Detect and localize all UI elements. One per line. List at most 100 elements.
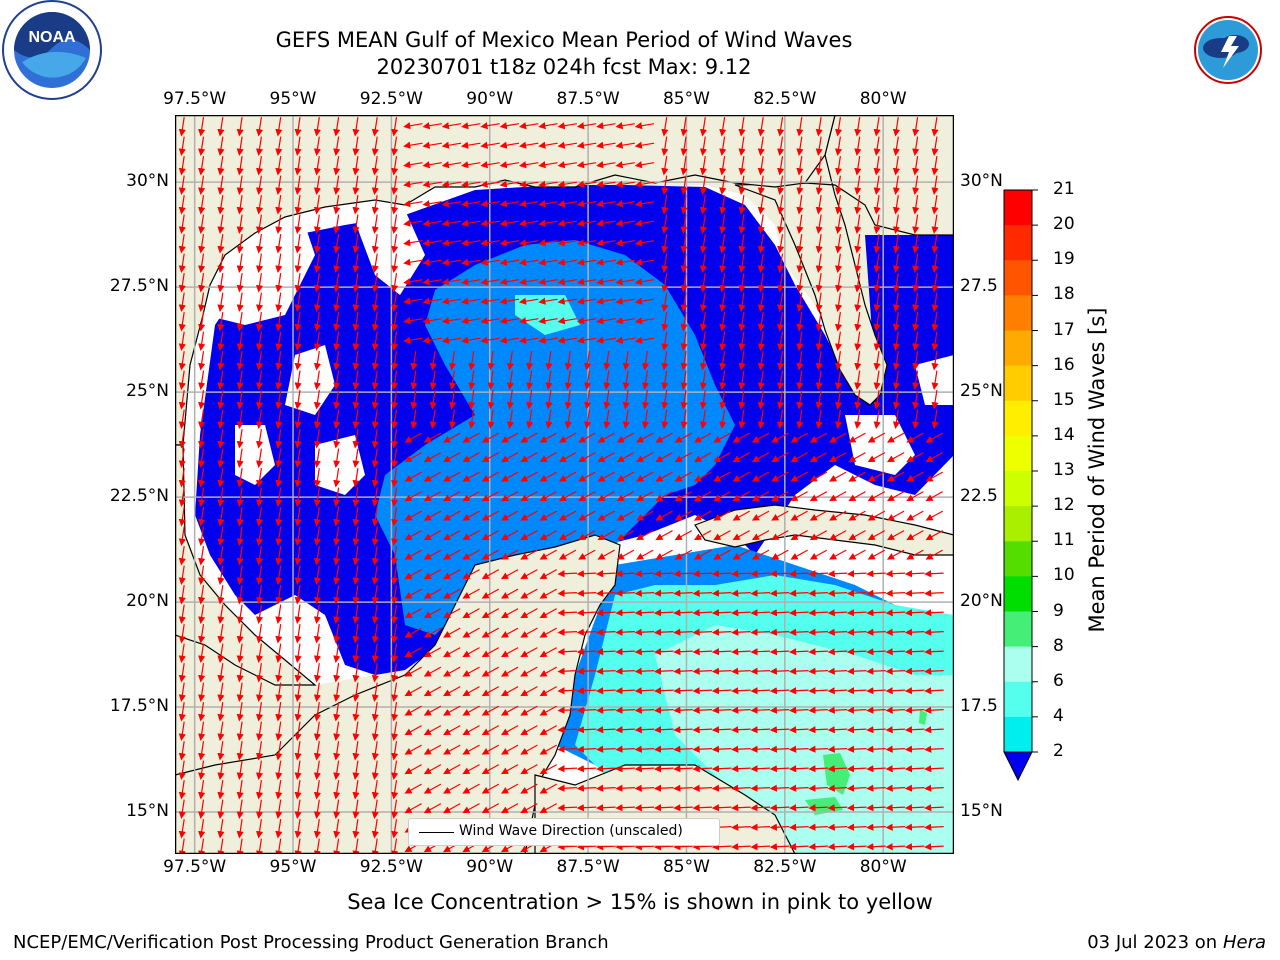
wave-direction-arrow <box>391 175 399 195</box>
wave-direction-arrow <box>371 234 379 254</box>
wave-direction-arrow <box>912 409 920 429</box>
wave-direction-arrow <box>461 200 481 208</box>
wave-direction-arrow <box>834 214 843 234</box>
wave-direction-arrow <box>275 292 283 312</box>
wave-direction-arrow <box>661 175 669 195</box>
wave-direction-arrow <box>848 432 866 443</box>
wave-direction-arrow <box>596 317 616 325</box>
wave-direction-arrow <box>751 491 770 502</box>
wave-direction-arrow <box>906 510 924 521</box>
wave-direction-arrow <box>680 370 688 390</box>
wave-direction-arrow <box>198 468 206 488</box>
wave-direction-arrow <box>499 336 520 344</box>
wave-direction-arrow <box>294 390 302 410</box>
wave-direction-arrow <box>692 843 713 851</box>
wave-direction-arrow <box>769 804 790 812</box>
wave-direction-arrow <box>731 570 751 578</box>
wave-direction-arrow <box>275 526 283 546</box>
wave-direction-arrow <box>557 648 578 656</box>
wave-direction-arrow <box>576 843 597 851</box>
wave-direction-arrow <box>441 219 462 227</box>
wave-direction-arrow <box>692 667 713 675</box>
wave-direction-arrow <box>924 843 944 851</box>
wave-direction-arrow <box>596 161 616 169</box>
wave-direction-arrow <box>673 648 693 656</box>
wave-direction-arrow <box>294 429 302 449</box>
wave-direction-arrow <box>809 452 828 463</box>
wave-direction-arrow <box>333 351 341 371</box>
colorbar-tick-label: 4 <box>1053 705 1064 726</box>
wave-direction-arrow <box>699 312 707 332</box>
wave-direction-arrow <box>596 239 616 247</box>
wave-direction-arrow <box>520 510 538 521</box>
wave-direction-arrow <box>711 765 732 773</box>
lat-label-left: 15°N <box>126 801 169 821</box>
lon-label-top: 95°W <box>269 89 317 109</box>
wave-direction-arrow <box>596 122 616 130</box>
wave-direction-arrow <box>558 491 577 502</box>
wave-direction-arrow <box>924 570 944 578</box>
colorbar-tick-label: 2 <box>1053 741 1064 761</box>
wave-direction-arrow <box>867 471 886 482</box>
wave-direction-arrow <box>711 726 732 734</box>
wave-direction-arrow <box>557 161 577 169</box>
wave-direction-arrow <box>653 667 674 675</box>
wave-direction-arrow <box>769 609 790 617</box>
wave-direction-arrow <box>198 429 206 449</box>
wave-direction-arrow <box>422 317 442 325</box>
lat-label-right: 22.5 <box>960 486 998 507</box>
wave-direction-arrow <box>506 409 514 429</box>
lon-label-bottom: 87.5°W <box>556 857 620 877</box>
wave-direction-arrow <box>873 390 881 410</box>
wave-direction-arrow <box>674 432 693 443</box>
wave-direction-arrow <box>848 471 866 482</box>
wave-direction-arrow <box>371 351 379 371</box>
lon-label-bottom: 97.5°W <box>163 857 227 877</box>
wave-direction-arrow <box>461 317 481 325</box>
wave-direction-arrow <box>827 804 848 812</box>
wave-direction-arrow <box>680 409 688 429</box>
wave-direction-arrow <box>487 370 495 390</box>
wave-direction-arrow <box>391 351 399 371</box>
wave-direction-arrow <box>448 390 457 410</box>
wave-direction-arrow <box>468 409 476 429</box>
wave-direction-arrow <box>925 491 943 502</box>
wave-direction-arrow <box>699 292 707 312</box>
wave-direction-arrow <box>808 804 828 812</box>
wave-direction-arrow <box>576 297 597 305</box>
wave-direction-arrow <box>333 312 341 332</box>
wave-direction-arrow <box>634 745 655 753</box>
wave-direction-arrow <box>815 273 823 293</box>
wave-direction-arrow <box>873 117 881 137</box>
colorbar-label: Mean Period of Wind Waves [s] <box>1085 307 1109 633</box>
wave-direction-arrow <box>557 122 577 130</box>
wave-direction-arrow <box>461 180 481 188</box>
wave-direction-arrow <box>615 239 635 247</box>
wave-direction-arrow <box>443 432 461 443</box>
wave-direction-arrow <box>520 432 538 443</box>
wave-direction-arrow <box>576 667 597 675</box>
wave-direction-arrow <box>873 312 881 332</box>
wave-direction-arrow <box>719 175 727 195</box>
wave-direction-arrow <box>371 117 379 137</box>
wave-direction-arrow <box>931 370 939 390</box>
wave-direction-arrow <box>596 258 616 266</box>
wave-direction-arrow <box>912 253 920 273</box>
wave-direction-arrow <box>699 409 707 429</box>
wave-direction-arrow <box>834 292 843 312</box>
wave-direction-arrow <box>596 180 616 188</box>
wave-direction-arrow <box>912 136 920 156</box>
wave-direction-arrow <box>634 278 655 286</box>
wave-direction-arrow <box>653 784 674 792</box>
wave-direction-arrow <box>892 117 900 137</box>
wave-direction-arrow <box>834 312 843 332</box>
wave-direction-arrow <box>750 589 771 597</box>
wave-direction-arrow <box>713 491 731 502</box>
wave-direction-arrow <box>596 843 616 851</box>
lat-label-left: 20°N <box>126 591 169 612</box>
wave-direction-arrow <box>796 292 804 312</box>
wave-direction-arrow <box>634 687 655 695</box>
wave-direction-arrow <box>680 351 688 371</box>
wave-direction-arrow <box>711 745 732 753</box>
wave-direction-arrow <box>904 628 925 636</box>
